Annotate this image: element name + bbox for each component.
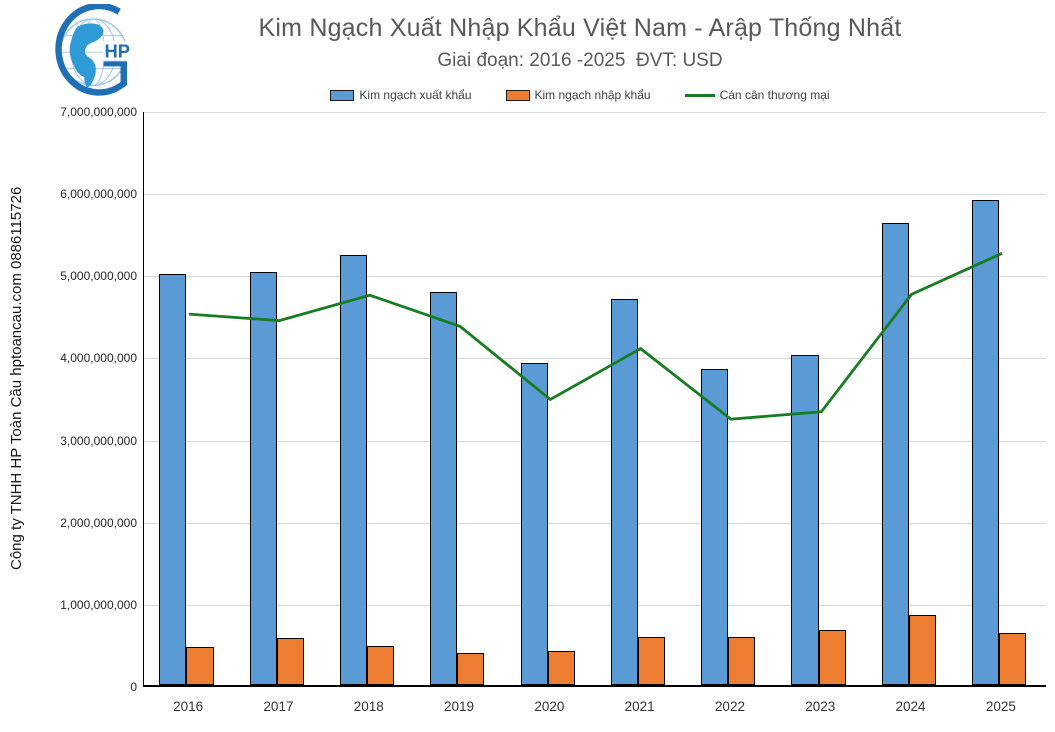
hp-toan-cau-logo: HP <box>55 4 133 96</box>
y-axis-tick-label: 0 <box>130 680 137 694</box>
y-axis-tick-label: 2,000,000,000 <box>60 515 137 530</box>
legend: Kim ngạch xuất khẩu Kim ngạch nhập khẩu … <box>145 88 1015 102</box>
export-swatch-icon <box>330 89 355 101</box>
export-bar-2019 <box>430 292 458 685</box>
import-bar-2019 <box>457 652 485 685</box>
x-axis-tick-label: 2023 <box>805 699 836 714</box>
x-axis-tick-label: 2021 <box>624 699 655 714</box>
x-axis-tick-label: 2024 <box>895 699 926 714</box>
import-bar-2021 <box>637 637 666 685</box>
x-axis-tick-label: 2019 <box>444 699 475 714</box>
export-bar-2023 <box>791 354 819 685</box>
export-bar-2022 <box>701 368 729 685</box>
import-bar-2016 <box>186 647 214 685</box>
import-bar-2018 <box>367 646 395 685</box>
x-axis-labels: 2016 2017 2018 2019 2020 2021 2022 2023 2024 2025 <box>143 699 1046 719</box>
logo-hp-text: HP <box>104 41 130 62</box>
gridline <box>144 604 1046 606</box>
x-axis-tick-label: 2016 <box>173 699 204 714</box>
y-axis-tick-label: 5,000,000,000 <box>60 269 137 284</box>
import-bar-2023 <box>818 629 846 685</box>
g-swoosh <box>55 4 127 96</box>
y-axis-tick-label: 6,000,000,000 <box>60 187 137 202</box>
export-bar-2018 <box>339 254 368 685</box>
import-bar-2017 <box>276 638 304 685</box>
x-axis-tick-label: 2022 <box>714 699 745 714</box>
export-bar-2020 <box>520 363 548 685</box>
legend-item-balance: Cán cân thương mại <box>684 88 830 102</box>
import-bar-2020 <box>547 650 575 685</box>
gridline <box>144 440 1046 442</box>
x-axis-tick-label: 2025 <box>985 699 1016 714</box>
balance-line-icon <box>684 93 715 97</box>
chart-subtitle: Giai đoạn: 2016 -2025 ĐVT: USD <box>437 50 723 71</box>
x-axis-tick-label: 2020 <box>534 699 565 714</box>
export-bar-2017 <box>249 271 277 685</box>
gridline <box>144 276 1046 278</box>
import-swatch-icon <box>505 89 530 101</box>
import-bar-2022 <box>728 636 756 685</box>
chart-title: Kim Ngạch Xuất Nhập Khẩu Việt Nam - Arập… <box>258 14 902 42</box>
export-bar-2025 <box>972 199 1000 685</box>
gridline <box>144 358 1046 360</box>
legend-item-import: Kim ngạch nhập khẩu <box>505 88 651 102</box>
legend-label: Cán cân thương mại <box>719 88 830 102</box>
trade-balance-line <box>188 252 1003 421</box>
y-axis-tick-label: 3,000,000,000 <box>60 433 137 448</box>
legend-label: Kim ngạch xuất khẩu <box>359 88 472 102</box>
legend-item-export: Kim ngạch xuất khẩu <box>330 88 472 102</box>
gridline <box>144 112 1046 113</box>
y-axis-labels: 7,000,000,000 6,000,000,000 5,000,000,000 4… <box>0 105 137 694</box>
y-axis-tick-label: 7,000,000,000 <box>60 105 137 119</box>
americas-shape <box>69 23 104 89</box>
import-bar-2024 <box>908 615 936 685</box>
x-axis-tick-label: 2017 <box>263 699 294 714</box>
gridline <box>144 194 1046 196</box>
x-axis-tick-label: 2018 <box>353 699 384 714</box>
export-bar-2024 <box>881 222 909 685</box>
export-bar-2016 <box>159 274 187 685</box>
legend-label: Kim ngạch nhập khẩu <box>534 88 651 102</box>
plot-area <box>143 112 1046 687</box>
import-bar-2025 <box>999 633 1027 685</box>
y-axis-tick-label: 4,000,000,000 <box>60 351 137 366</box>
gridline <box>144 522 1046 524</box>
y-axis-tick-label: 1,000,000,000 <box>60 597 137 612</box>
